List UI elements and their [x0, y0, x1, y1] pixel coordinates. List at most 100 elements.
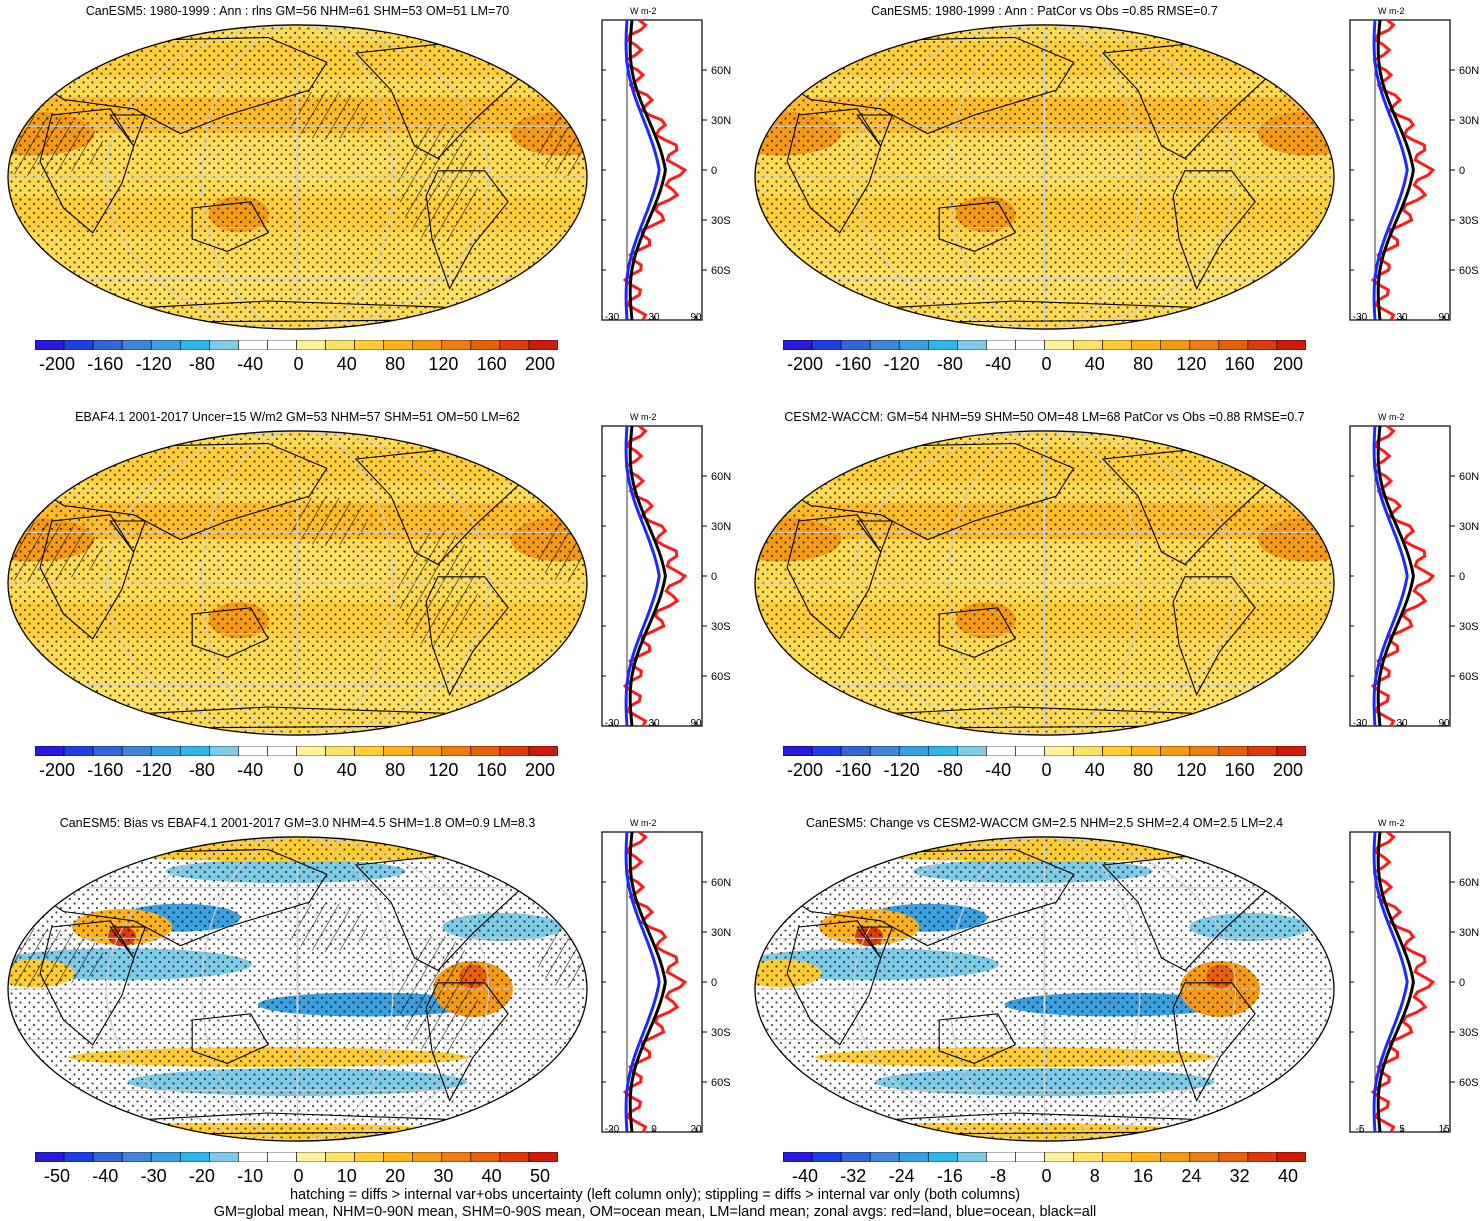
- colorbar-swatch: [840, 1152, 871, 1162]
- colorbar-tick-label: -160: [87, 354, 124, 374]
- world-map: [754, 430, 1335, 736]
- lat-label: 60N: [1459, 471, 1479, 483]
- colorbar-tick-label: -160: [835, 760, 872, 780]
- colorbar-tick-label: 24: [1181, 1166, 1202, 1186]
- colorbar: [35, 1152, 558, 1162]
- colorbar-tick-label: -40: [237, 354, 264, 374]
- panel-title: CanESM5: 1980-1999 : Ann : PatCor vs Obs…: [871, 4, 1218, 18]
- zonal-curve-ocean: [624, 425, 661, 727]
- colorbar-swatch: [412, 746, 443, 756]
- coastline-india: [856, 926, 894, 960]
- zonal-tick-label: 30: [1396, 718, 1408, 729]
- colorbar-swatch: [1044, 340, 1074, 350]
- colorbar-swatch: [1218, 746, 1249, 756]
- colorbar-swatch: [267, 340, 297, 350]
- colorbar-tick-label: -40: [985, 760, 1012, 780]
- coastline-india: [856, 520, 894, 554]
- colorbar-swatch: [238, 340, 268, 350]
- colorbar-tick-label: 80: [1133, 354, 1154, 374]
- zonal-tick-label: 30: [648, 312, 660, 323]
- colorbar-swatch: [1102, 746, 1132, 756]
- colorbar-swatch: [209, 746, 239, 756]
- colorbar-tick-label: -50: [43, 1166, 71, 1186]
- colorbar-swatch: [470, 340, 501, 350]
- colorbar-swatch: [1247, 746, 1278, 756]
- lat-label: 60S: [711, 1077, 731, 1089]
- colorbar-swatch: [783, 746, 813, 756]
- colorbar-swatch: [441, 1152, 472, 1162]
- colorbar-swatch: [383, 1152, 414, 1162]
- colorbar-tick-label: 40: [1084, 354, 1105, 374]
- lat-label: 0: [711, 977, 717, 989]
- colorbar-swatch: [441, 746, 472, 756]
- colorbar-tick-label: -160: [87, 760, 124, 780]
- colorbar-swatch: [383, 340, 414, 350]
- colorbar-tick-label: 200: [1272, 760, 1304, 780]
- colorbar-swatch: [35, 746, 65, 756]
- colorbar-tick-label: 0: [293, 760, 304, 780]
- zonal-tick-label: 20: [690, 1124, 702, 1135]
- world-map: [754, 836, 1335, 1142]
- zonal-curve-land: [1370, 424, 1436, 727]
- colorbar-swatch: [121, 340, 152, 350]
- lat-label: 60S: [1459, 265, 1479, 277]
- colorbar-swatch: [986, 1152, 1016, 1162]
- colorbar-tick-label: 80: [1133, 760, 1154, 780]
- colorbar-tick-label: 160: [476, 760, 507, 780]
- colorbar-tick-label: -10: [237, 1166, 264, 1186]
- colorbar-swatch: [63, 1152, 94, 1162]
- colorbar: [783, 746, 1306, 756]
- colorbar-swatch: [238, 1152, 268, 1162]
- colorbar-swatch: [783, 1152, 813, 1162]
- colorbar-tick-label: 200: [524, 354, 556, 374]
- zonal-tick-label: -5: [1356, 1124, 1365, 1135]
- zonal-curve-land: [1370, 18, 1436, 321]
- zonal-tick-label: -30: [1353, 718, 1368, 729]
- colorbar-tick-label: 40: [481, 1166, 502, 1186]
- coastline-eurasia: [15, 848, 328, 947]
- colorbar-tick-label: -160: [835, 354, 872, 374]
- zonal-unit-label: W m-2: [1378, 818, 1405, 828]
- colorbar-swatch: [957, 746, 987, 756]
- colorbar-swatch: [1131, 746, 1162, 756]
- colorbar-swatch: [499, 340, 530, 350]
- coastline-eurasia: [762, 442, 1075, 541]
- colorbar-tick-label: -24: [888, 1166, 915, 1186]
- colorbar-swatch: [1276, 340, 1306, 350]
- colorbar-tick-label: -32: [840, 1166, 867, 1186]
- colorbar-swatch: [1015, 1152, 1045, 1162]
- colorbar-labels: -200 -160 -120 -80 -40 0 40 80 120 160 200: [783, 760, 1306, 782]
- colorbar-swatch: [150, 340, 181, 350]
- colorbar-tick-label: 200: [524, 760, 556, 780]
- zonal-tick-label: -20: [605, 1124, 620, 1135]
- colorbar-swatch: [927, 746, 958, 756]
- lat-label: 0: [1459, 977, 1465, 989]
- zonal-curve-land: [622, 830, 688, 1133]
- coastline-australia: [191, 1013, 270, 1064]
- coastline-australia: [938, 201, 1017, 252]
- zonal-tick-label: 0: [651, 1124, 657, 1135]
- colorbar-tick-label: 32: [1229, 1166, 1250, 1186]
- colorbar-swatch: [1131, 1152, 1162, 1162]
- colorbar-tick-label: -120: [135, 760, 172, 780]
- colorbar-swatch: [840, 746, 871, 756]
- zonal-tick-label: 15: [1438, 1124, 1450, 1135]
- zonal-average-plot: 60N 30N 0 30S 60S -30 30 90: [601, 18, 731, 323]
- colorbar-tick-label: -120: [883, 760, 920, 780]
- colorbar-swatch: [470, 746, 501, 756]
- colorbar-swatch: [1160, 340, 1191, 350]
- colorbar-swatch: [1218, 340, 1249, 350]
- coastline-australia: [938, 1013, 1017, 1064]
- lat-label: 30S: [1459, 215, 1479, 227]
- colorbar-swatch: [209, 1152, 239, 1162]
- colorbar-swatch: [1102, 1152, 1132, 1162]
- colorbar-swatch: [869, 746, 900, 756]
- lat-label: 60N: [711, 65, 731, 77]
- lat-label: 30S: [711, 1027, 731, 1039]
- colorbar-tick-label: -200: [38, 760, 76, 780]
- colorbar-tick-label: -80: [936, 354, 963, 374]
- colorbar-swatch: [92, 746, 123, 756]
- colorbar-tick-label: 80: [385, 760, 406, 780]
- zonal-curve-all: [628, 831, 667, 1133]
- colorbar-tick-label: 160: [476, 354, 507, 374]
